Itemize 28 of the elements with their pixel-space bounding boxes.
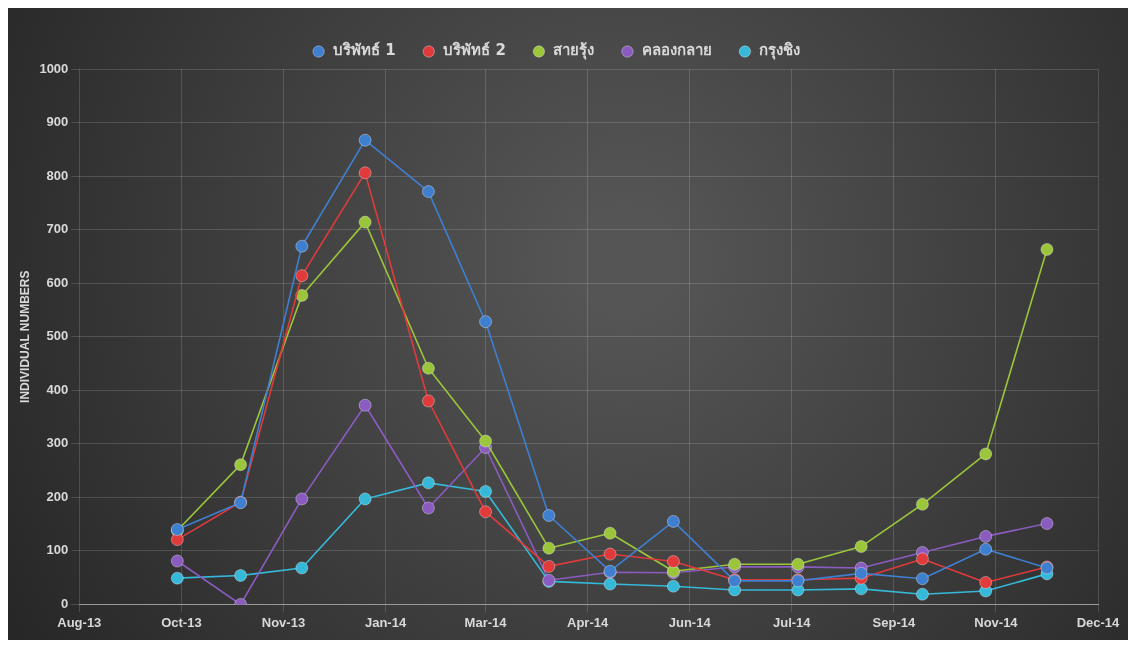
y-tick-label: 600	[46, 274, 69, 290]
x-tick-label: Oct-13	[161, 614, 202, 630]
x-tick-label: Dec-14	[1076, 614, 1121, 630]
y-tick-label: 100	[46, 542, 69, 558]
y-tick-label: 0	[61, 595, 69, 611]
y-tick-label: 800	[46, 167, 69, 183]
x-tick-label: Sep-14	[872, 614, 916, 630]
x-tick-label: Aug-13	[57, 614, 102, 630]
y-tick-label: 1000	[39, 60, 69, 76]
legend-label: สายรุ้ง	[553, 41, 595, 61]
y-axis-title: INDIVIDUAL NUMBERS	[17, 270, 32, 403]
legend-label: กรุงชิง	[759, 41, 801, 61]
legend-label: คลองกลาย	[641, 41, 712, 60]
x-tick-label: Nov-14	[974, 614, 1019, 630]
x-tick-label: Apr-14	[567, 614, 609, 630]
y-tick-label: 900	[46, 114, 69, 130]
y-tick-label: 400	[46, 381, 69, 397]
y-tick-label: 300	[46, 435, 69, 451]
y-tick-label: 700	[46, 221, 69, 237]
legend-label: บริพัทธ์ 2	[443, 41, 506, 60]
y-tick-label: 500	[46, 328, 69, 344]
x-tick-label: Jan-14	[364, 614, 407, 630]
legend-label: บริพัทธ์ 1	[333, 41, 396, 60]
x-tick-label: Jun-14	[668, 614, 712, 630]
y-tick-label: 200	[46, 488, 69, 504]
x-tick-label: Jul-14	[772, 614, 812, 630]
x-tick-label: Nov-13	[261, 614, 306, 630]
x-tick-label: Mar-14	[464, 614, 508, 630]
